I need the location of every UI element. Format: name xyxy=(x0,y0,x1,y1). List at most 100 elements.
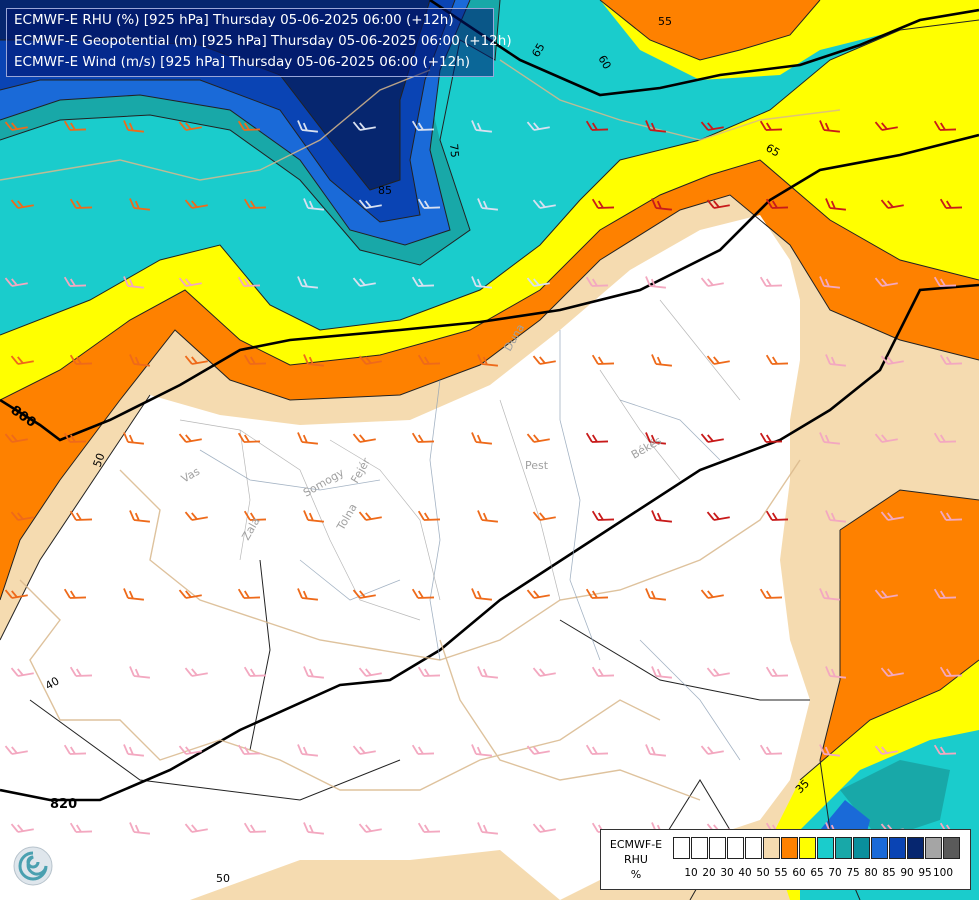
wind-barb-icon xyxy=(874,277,898,287)
wind-barb-icon xyxy=(358,823,382,833)
wind-barb-icon xyxy=(526,589,550,599)
wind-barb-icon xyxy=(69,354,93,365)
wind-barb-icon xyxy=(178,745,202,755)
contour-labels: 55 60 65 65 75 85 50 40 35 50 800 820 xyxy=(8,15,812,885)
rhu-label: 55 xyxy=(658,15,672,28)
wind-barb-icon xyxy=(825,354,847,367)
wind-barb-icon xyxy=(591,198,615,209)
wind-barb-icon xyxy=(477,198,499,211)
wind-barb-icon xyxy=(526,277,550,287)
legend-swatch xyxy=(817,837,834,859)
wind-barb-icon xyxy=(880,667,904,677)
wind-barb-icon xyxy=(933,120,957,131)
wind-barb-icon xyxy=(819,120,841,133)
wind-barb-icon xyxy=(874,121,898,131)
wind-barb-icon xyxy=(4,277,28,287)
wind-barb-icon xyxy=(477,354,499,367)
geopotential-lines xyxy=(0,0,979,802)
wind-barb-icon xyxy=(184,667,208,677)
rhu-label: 65 xyxy=(764,141,783,159)
wind-barb-icon xyxy=(63,432,87,443)
country-borders xyxy=(0,59,841,801)
wind-barb-icon xyxy=(532,667,556,677)
legend-tick: 30 xyxy=(720,867,734,879)
legend-swatch xyxy=(871,837,888,859)
wind-barb-icon xyxy=(10,511,34,521)
wind-barb-icon xyxy=(69,198,93,209)
legend-title-field: RHU xyxy=(624,853,648,866)
wind-barb-icon xyxy=(765,354,789,365)
wind-barb-icon xyxy=(184,511,208,521)
wind-barb-icon xyxy=(297,588,319,601)
wind-barb-icon xyxy=(69,510,93,521)
wind-barb-icon xyxy=(303,354,325,367)
wind-barb-icon xyxy=(532,199,556,209)
wind-barb-icon xyxy=(63,120,87,131)
wind-barb-icon xyxy=(237,432,261,443)
wind-barb-icon xyxy=(303,510,325,523)
legend-swatch xyxy=(889,837,906,859)
wind-barb-icon xyxy=(759,744,783,755)
wind-barb-icon xyxy=(352,589,376,599)
wind-barb-icon xyxy=(10,667,34,677)
legend-swatch xyxy=(781,837,798,859)
legend-title-unit: % xyxy=(630,868,642,881)
wind-barb-icon xyxy=(532,511,556,521)
wind-barb-icon xyxy=(10,355,34,365)
wind-barb-icon xyxy=(352,433,376,443)
wind-barb-icon xyxy=(706,199,730,209)
wind-barb-icon xyxy=(651,198,673,211)
wind-barb-icon xyxy=(651,354,673,367)
legend-tick: 65 xyxy=(810,867,824,879)
wind-barb-icon xyxy=(759,120,783,131)
legend-title: ECMWF-E RHU % xyxy=(605,837,667,882)
wind-barb-icon xyxy=(237,120,261,131)
legend-swatch xyxy=(943,837,960,859)
wind-barb-icon xyxy=(123,432,145,445)
wind-barb-icon xyxy=(526,433,550,443)
wind-barb-icon xyxy=(411,588,435,599)
wind-barb-icon xyxy=(63,744,87,755)
wind-barb-icon xyxy=(178,433,202,443)
rhu-label: 60 xyxy=(595,53,613,72)
wind-barb-icon xyxy=(411,744,435,755)
wind-barb-icon xyxy=(69,666,93,677)
legend-swatch xyxy=(709,837,726,859)
wind-barb-icon xyxy=(243,666,267,677)
wind-barb-icon xyxy=(417,510,441,521)
wind-barb-icon xyxy=(129,666,151,679)
wind-barb-icon xyxy=(417,822,441,833)
wind-barb-icon xyxy=(532,355,556,365)
wind-barb-icon xyxy=(939,198,963,209)
river-lines xyxy=(199,330,741,761)
wind-barb-icon xyxy=(411,432,435,443)
legend-tick: 60 xyxy=(792,867,806,879)
wind-barb-icon xyxy=(933,432,957,443)
wind-barb-icon xyxy=(765,510,789,521)
legend-swatch xyxy=(907,837,924,859)
wind-barb-icon xyxy=(178,589,202,599)
map-title-box: ECMWF-E RHU (%) [925 hPa] Thursday 05-06… xyxy=(6,8,512,77)
wind-barb-icon xyxy=(532,823,556,833)
wind-barb-icon xyxy=(585,120,609,131)
wind-barb-icon xyxy=(411,276,435,287)
wind-barb-icon xyxy=(939,510,963,521)
wind-barb-icon xyxy=(63,276,87,287)
wind-barb-icon xyxy=(411,120,435,131)
legend-tick: 95 xyxy=(918,867,932,879)
wind-barb-icon xyxy=(585,276,609,287)
wind-barb-icon xyxy=(825,198,847,211)
wind-barb-icon xyxy=(129,354,151,367)
wind-barb-icon xyxy=(123,276,145,289)
title-wind: ECMWF-E Wind (m/s) [925 hPa] Thursday 05… xyxy=(14,54,471,70)
wind-barb-icon xyxy=(471,276,493,289)
rhu-band-60-north xyxy=(600,0,820,60)
wind-barb-icon xyxy=(591,510,615,521)
wind-barb-icon xyxy=(874,745,898,755)
wind-barb-icon xyxy=(129,822,151,835)
wind-barb-icon xyxy=(303,198,325,211)
geopotential-label: 820 xyxy=(50,797,77,812)
wind-barb-icon xyxy=(759,432,783,443)
wind-barb-icon xyxy=(759,588,783,599)
